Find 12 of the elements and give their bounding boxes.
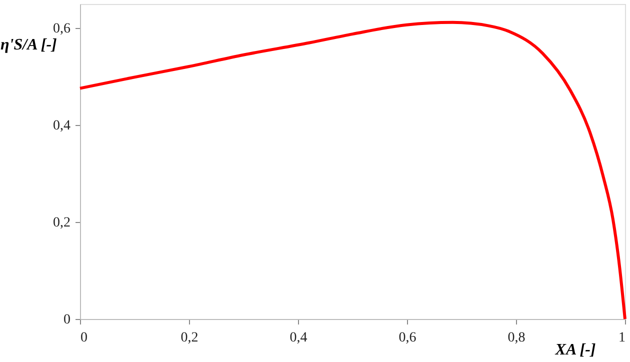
y-tick-label: 0,6 xyxy=(53,22,70,37)
x-tick-label: 0,8 xyxy=(508,330,526,346)
y-tick-label: 0,2 xyxy=(53,216,70,231)
x-tick-label: 0,2 xyxy=(180,330,198,346)
y-tick-label: 0 xyxy=(64,312,70,328)
x-axis-title: XA [-] xyxy=(554,342,596,358)
x-tick-label: 0,6 xyxy=(398,330,416,346)
x-tick-label: 1 xyxy=(618,330,626,346)
y-tick-label: 0,4 xyxy=(53,118,70,134)
x-tick-label: 0,4 xyxy=(290,330,308,346)
x-tick-label: 0 xyxy=(80,330,88,346)
y-axis-title: η'S/A [-] xyxy=(0,36,57,54)
